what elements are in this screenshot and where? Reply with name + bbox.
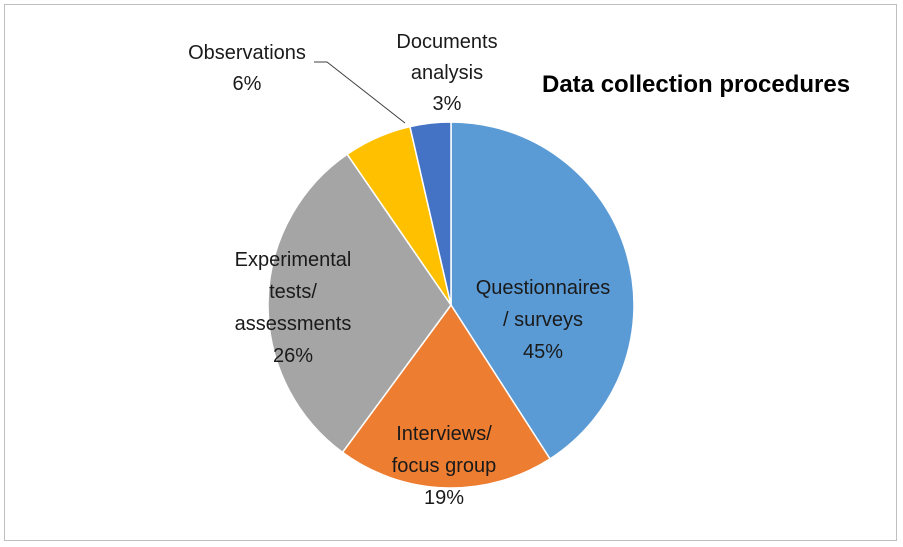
slice-label-line: Observations bbox=[188, 42, 306, 64]
slice-label: Experimental tests/assessments 26% bbox=[235, 249, 352, 367]
slice-label-line: Interviews/ bbox=[396, 423, 492, 445]
slice-percent: 26% bbox=[273, 345, 313, 367]
slice-label-line: analysis bbox=[411, 62, 483, 84]
observations-leader-line bbox=[314, 61, 406, 124]
slice-label: Observations 6% bbox=[188, 42, 306, 95]
slice-percent: 3% bbox=[433, 93, 462, 115]
slice-label: Questionnaires / surveys 45% bbox=[476, 277, 611, 363]
slice-label-line: assessments bbox=[235, 313, 352, 335]
slice-percent: 6% bbox=[233, 73, 262, 95]
slice-label-line: focus group bbox=[392, 455, 497, 477]
pie-slices bbox=[267, 121, 635, 489]
slice-percent: 45% bbox=[523, 341, 563, 363]
slice-label: Interviews/focus group 19% bbox=[392, 423, 497, 509]
slice-label-line: Experimental bbox=[235, 249, 352, 271]
pie-chart: Questionnaires / surveys 45% Interviews/foc… bbox=[188, 31, 850, 509]
pie-slice bbox=[409, 121, 452, 306]
slice-label: Documents analysis 3% bbox=[396, 31, 497, 115]
slice-labels: Questionnaires / surveys 45% Interviews/foc… bbox=[188, 31, 610, 509]
slice-label-line: Documents bbox=[396, 31, 497, 53]
pie-slice bbox=[450, 121, 635, 460]
pie-slice bbox=[267, 153, 452, 454]
pie-slice bbox=[341, 303, 552, 489]
slice-percent: 19% bbox=[424, 487, 464, 509]
chart-title: Data collection procedures bbox=[542, 71, 850, 98]
chart-frame: Questionnaires / surveys 45% Interviews/foc… bbox=[4, 4, 897, 541]
slice-label-line: / surveys bbox=[503, 309, 583, 331]
slice-label-line: tests/ bbox=[269, 281, 317, 303]
slice-label-line: Questionnaires bbox=[476, 277, 611, 299]
